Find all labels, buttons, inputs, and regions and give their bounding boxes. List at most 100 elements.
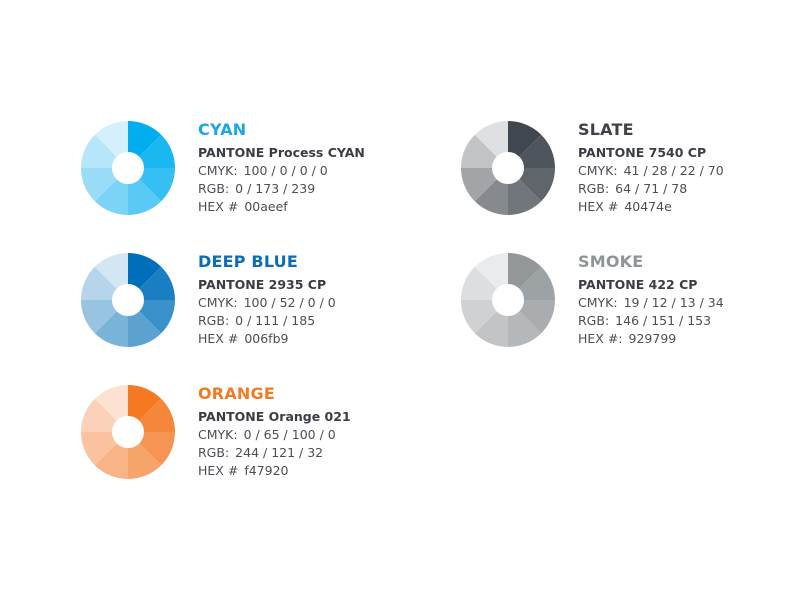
rgb-label: RGB:: [578, 181, 610, 196]
color-name: DEEP BLUE: [198, 252, 298, 271]
wheel-segment: [128, 385, 162, 421]
color-swatch-slate: SLATE PANTONE 7540 CP CMYK: 41 / 28 / 22 …: [460, 120, 800, 230]
wheel-segment: [508, 179, 542, 215]
wheel-segment: [81, 266, 117, 300]
wheel-segment: [519, 300, 555, 334]
hex-row: HEX # f47920: [198, 462, 438, 480]
rgb-value: 0 / 111 / 185: [235, 313, 316, 328]
rgb-row: RGB: 244 / 121 / 32: [198, 444, 438, 462]
rgb-row: RGB: 146 / 151 / 153: [578, 312, 800, 330]
wheel-segment: [139, 300, 175, 334]
hex-row: HEX #: 929799: [578, 330, 800, 348]
cmyk-row: CMYK: 0 / 65 / 100 / 0: [198, 426, 438, 444]
wheel-segment: [508, 121, 542, 157]
hex-row: HEX # 00aeef: [198, 198, 438, 216]
wheel-segment: [519, 168, 555, 202]
color-name: ORANGE: [198, 384, 275, 403]
rgb-label: RGB:: [198, 313, 230, 328]
hex-value: 929799: [628, 331, 677, 346]
hex-label: HEX #:: [578, 331, 623, 346]
wheel-segment: [519, 266, 555, 300]
wheel-segment: [474, 311, 508, 347]
wheel-segment: [81, 398, 117, 432]
cmyk-value: 0 / 65 / 100 / 0: [243, 427, 336, 442]
cmyk-value: 100 / 52 / 0 / 0: [243, 295, 336, 310]
pantone-code: PANTONE 422 CP: [578, 277, 698, 292]
cmyk-label: CMYK:: [198, 427, 238, 442]
wheel-segment: [461, 300, 497, 334]
cmyk-value: 41 / 28 / 22 / 70: [623, 163, 724, 178]
hex-value: 006fb9: [244, 331, 289, 346]
cmyk-row: CMYK: 100 / 52 / 0 / 0: [198, 294, 438, 312]
rgb-label: RGB:: [198, 181, 230, 196]
wheel-segment: [474, 253, 508, 289]
wheel-segment: [128, 179, 162, 215]
pantone-code: PANTONE Orange 021: [198, 409, 351, 424]
rgb-value: 146 / 151 / 153: [615, 313, 712, 328]
wheel-segment: [508, 311, 542, 347]
hex-value: 00aeef: [244, 199, 288, 214]
wheel-segment: [94, 121, 128, 157]
pantone-code: PANTONE Process CYAN: [198, 145, 365, 160]
cmyk-label: CMYK:: [578, 163, 618, 178]
hex-row: HEX # 40474e: [578, 198, 800, 216]
color-wheel-cyan: [81, 121, 175, 215]
rgb-label: RGB:: [578, 313, 610, 328]
color-swatch-deep-blue: DEEP BLUE PANTONE 2935 CP CMYK: 100 / 52 …: [80, 252, 440, 362]
wheel-segment: [474, 179, 508, 215]
wheel-segment: [81, 300, 117, 334]
wheel-segment: [139, 432, 175, 466]
wheel-segment: [94, 311, 128, 347]
wheel-segment: [128, 253, 162, 289]
wheel-segment: [139, 134, 175, 168]
cmyk-row: CMYK: 100 / 0 / 0 / 0: [198, 162, 438, 180]
cmyk-label: CMYK:: [198, 295, 238, 310]
swatch-info: SLATE PANTONE 7540 CP CMYK: 41 / 28 / 22 …: [578, 120, 800, 216]
hex-label: HEX #: [198, 331, 239, 346]
cmyk-row: CMYK: 19 / 12 / 13 / 34: [578, 294, 800, 312]
cmyk-row: CMYK: 41 / 28 / 22 / 70: [578, 162, 800, 180]
hex-value: f47920: [244, 463, 289, 478]
wheel-segment: [94, 253, 128, 289]
color-swatch-smoke: SMOKE PANTONE 422 CP CMYK: 19 / 12 / 13 /…: [460, 252, 800, 362]
wheel-segment: [519, 134, 555, 168]
rgb-label: RGB:: [198, 445, 230, 460]
cmyk-label: CMYK:: [578, 295, 618, 310]
color-name: CYAN: [198, 120, 247, 139]
color-wheel-slate: [461, 121, 555, 215]
swatch-info: CYAN PANTONE Process CYAN CMYK: 100 / 0 /…: [198, 120, 438, 216]
color-swatch-orange: ORANGE PANTONE Orange 021 CMYK: 0 / 65 / …: [80, 384, 440, 494]
swatch-info: DEEP BLUE PANTONE 2935 CP CMYK: 100 / 52 …: [198, 252, 438, 348]
pantone-code: PANTONE 2935 CP: [198, 277, 327, 292]
wheel-segment: [94, 179, 128, 215]
color-wheel-deep-blue: [81, 253, 175, 347]
wheel-segment: [139, 266, 175, 300]
wheel-segment: [139, 398, 175, 432]
hex-row: HEX # 006fb9: [198, 330, 438, 348]
wheel-segment: [128, 311, 162, 347]
wheel-segment: [474, 121, 508, 157]
wheel-segment: [128, 443, 162, 479]
wheel-segment: [94, 443, 128, 479]
cmyk-label: CMYK:: [198, 163, 238, 178]
rgb-row: RGB: 64 / 71 / 78: [578, 180, 800, 198]
rgb-row: RGB: 0 / 173 / 239: [198, 180, 438, 198]
wheel-segment: [81, 168, 117, 202]
wheel-segment: [461, 134, 497, 168]
rgb-value: 0 / 173 / 239: [235, 181, 316, 196]
color-name: SLATE: [578, 120, 634, 139]
wheel-segment: [461, 168, 497, 202]
cmyk-value: 19 / 12 / 13 / 34: [623, 295, 724, 310]
wheel-segment: [81, 134, 117, 168]
swatch-info: SMOKE PANTONE 422 CP CMYK: 19 / 12 / 13 /…: [578, 252, 800, 348]
wheel-segment: [461, 266, 497, 300]
wheel-segment: [81, 432, 117, 466]
pantone-code: PANTONE 7540 CP: [578, 145, 707, 160]
wheel-segment: [139, 168, 175, 202]
rgb-value: 64 / 71 / 78: [615, 181, 688, 196]
wheel-segment: [94, 385, 128, 421]
cmyk-value: 100 / 0 / 0 / 0: [243, 163, 328, 178]
wheel-segment: [128, 121, 162, 157]
hex-label: HEX #: [578, 199, 619, 214]
color-wheel-smoke: [461, 253, 555, 347]
